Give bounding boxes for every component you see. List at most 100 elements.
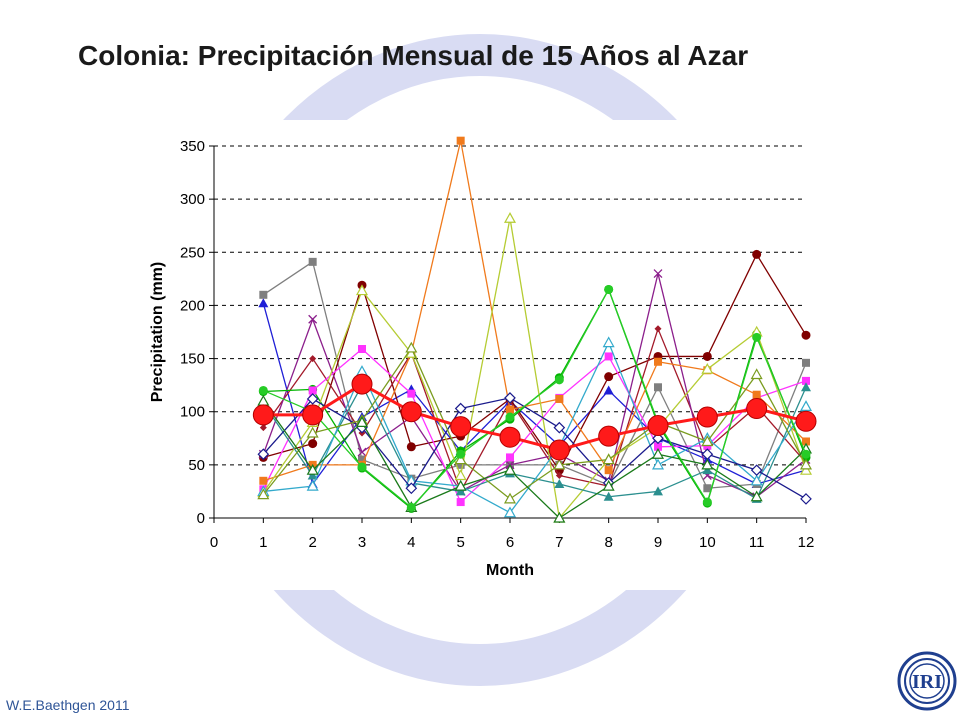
x-tick-label: 9	[654, 534, 662, 551]
data-point	[801, 449, 811, 459]
data-point	[308, 257, 317, 266]
data-point	[258, 385, 268, 395]
data-point	[653, 486, 663, 496]
data-point	[750, 474, 763, 486]
data-point	[506, 405, 514, 414]
data-point	[701, 362, 714, 374]
data-point	[696, 406, 718, 428]
data-point	[358, 345, 366, 354]
data-point	[454, 479, 467, 491]
data-point	[503, 506, 517, 518]
x-tick-label: 12	[798, 534, 815, 551]
data-point	[406, 442, 416, 452]
data-point	[357, 447, 367, 457]
x-tick-label: 10	[699, 534, 716, 551]
data-point	[506, 453, 514, 462]
series-line	[262, 217, 807, 519]
data-point	[257, 488, 270, 500]
y-tick-label: 150	[180, 351, 205, 368]
series-line	[262, 347, 807, 500]
x-tick-label: 8	[604, 534, 612, 551]
data-point	[553, 458, 566, 470]
data-point	[308, 314, 318, 324]
data-point	[302, 404, 324, 426]
data-point	[604, 284, 614, 294]
data-point	[306, 479, 319, 491]
data-point	[701, 435, 714, 447]
data-point	[604, 352, 613, 361]
data-point	[598, 425, 620, 447]
data-point	[604, 372, 614, 382]
y-tick-label: 250	[180, 244, 205, 261]
data-point	[505, 412, 515, 422]
series-group	[252, 136, 817, 523]
y-tick-label: 100	[180, 404, 205, 421]
data-point	[795, 410, 817, 432]
data-point	[654, 383, 662, 392]
data-point	[257, 448, 270, 461]
data-point	[651, 447, 665, 459]
y-tick-label: 300	[180, 191, 205, 208]
x-tick-label: 6	[506, 534, 514, 551]
data-point	[750, 490, 763, 502]
data-point	[306, 393, 319, 405]
data-point	[750, 368, 763, 380]
data-point	[351, 373, 373, 395]
logo-text: IRI	[912, 671, 942, 693]
series-line	[262, 261, 807, 489]
data-point	[504, 392, 516, 404]
data-point	[555, 394, 564, 403]
y-tick-label: 350	[180, 138, 205, 155]
series-line	[263, 288, 807, 509]
data-point	[308, 386, 317, 395]
data-point	[454, 469, 467, 481]
series-average	[252, 373, 817, 461]
y-tick-label: 0	[197, 510, 205, 527]
series-line	[262, 328, 807, 493]
series-2	[259, 257, 810, 493]
data-point	[602, 453, 615, 465]
data-point	[603, 385, 614, 395]
data-point	[555, 471, 563, 479]
data-point	[752, 332, 762, 342]
data-point	[801, 382, 811, 392]
series-line	[262, 400, 807, 519]
series-9	[257, 212, 813, 523]
data-point	[647, 415, 669, 437]
data-point	[450, 416, 472, 438]
data-point	[604, 466, 613, 475]
data-point	[799, 458, 813, 470]
data-point	[358, 455, 366, 464]
slide-title: Colonia: Precipitación Mensual de 15 Año…	[78, 40, 749, 71]
data-point	[651, 458, 665, 470]
data-point	[306, 463, 319, 475]
data-point	[405, 341, 418, 353]
data-point	[405, 482, 418, 495]
data-point	[259, 290, 268, 299]
series-3	[258, 249, 811, 475]
series-13	[257, 341, 813, 504]
data-point	[454, 402, 467, 415]
y-tick-label: 200	[180, 297, 205, 314]
data-point	[554, 478, 565, 488]
data-point	[308, 439, 318, 449]
data-point	[455, 486, 466, 496]
data-point	[306, 426, 319, 438]
data-point	[802, 437, 810, 446]
data-point	[652, 432, 664, 445]
data-point	[407, 389, 416, 398]
data-point	[702, 351, 712, 361]
data-point	[654, 325, 662, 333]
data-point	[752, 249, 762, 259]
precipitation-chart: 0 50 100 150 200 250 300 350 0 1 2 3 4 5 6 7 8 9 10 11 12 Mon…	[120, 120, 820, 590]
x-tick-label: 1	[259, 534, 267, 551]
series-line	[262, 272, 807, 498]
data-point	[750, 464, 763, 477]
data-point	[800, 493, 812, 505]
data-point	[503, 212, 517, 223]
series-line	[262, 348, 807, 503]
data-point	[554, 375, 564, 385]
data-point	[603, 491, 614, 501]
y-tick-label: 50	[188, 457, 205, 474]
